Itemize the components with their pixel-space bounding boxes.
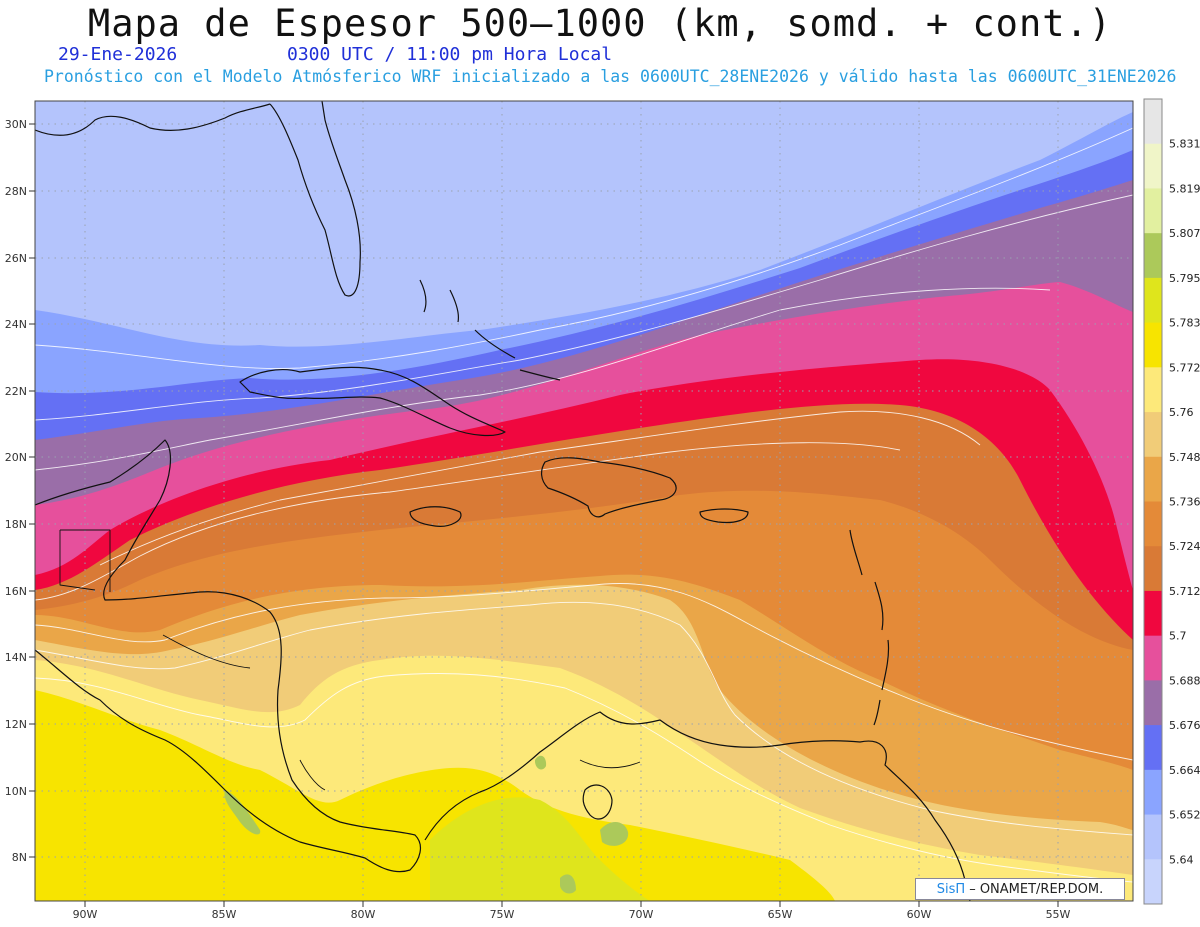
- coast-hispaniola: [541, 457, 677, 518]
- colorbar-level-label: 5.831: [1169, 138, 1200, 151]
- lat-label: 26N: [5, 252, 27, 265]
- colorbar-level-label: 5.807: [1169, 227, 1200, 240]
- lat-label: 18N: [5, 518, 27, 531]
- colorbar-level-label: 5.819: [1169, 182, 1200, 195]
- colorbar: 5.831 5.819 5.807 5.795 5.783 5.772 5.76 5.748 5…: [1143, 98, 1200, 905]
- colorbar-level-label: 5.736: [1169, 496, 1200, 509]
- credit-box: SisΠ – ONAMET/REP.DOM.: [915, 878, 1125, 900]
- colorbar-swatch: [1144, 680, 1162, 726]
- colorbar-swatch: [1144, 99, 1162, 145]
- coast-yucatan-central-america: [35, 439, 422, 873]
- coast-puerto-rico: [699, 508, 749, 524]
- map-area: [35, 101, 1133, 901]
- colorbar-swatch: [1144, 590, 1162, 637]
- colorbar-swatch: [1144, 143, 1162, 189]
- coast-south-america: [424, 711, 971, 901]
- colorbar-level-label: 5.676: [1169, 719, 1200, 732]
- colorbar-level-label: 5.772: [1169, 361, 1200, 374]
- graticule: [35, 101, 1133, 901]
- lat-label: 22N: [5, 385, 27, 398]
- colorbar-level-label: 5.783: [1169, 317, 1200, 330]
- coast-bahamas: [419, 279, 561, 381]
- colorbar-swatch: [1144, 456, 1162, 502]
- lon-labels: 90W 85W 80W 75W 70W 65W 60W 55W: [73, 908, 1071, 921]
- colorbar-level-label: 5.724: [1169, 540, 1200, 553]
- border-lines: [59, 529, 641, 791]
- colorbar-level-label: 5.795: [1169, 272, 1200, 285]
- coast-lesser-antilles: [849, 529, 890, 726]
- colorbar-frame: [1143, 98, 1163, 905]
- colorbar-swatch: [1144, 635, 1162, 681]
- brand-logo: SisΠ: [936, 881, 966, 897]
- coast-cuba: [239, 366, 506, 437]
- credit-text: – ONAMET/REP.DOM.: [969, 881, 1104, 897]
- band-5783: [430, 797, 650, 901]
- colorbar-swatch: [1144, 233, 1162, 279]
- date-label: 29-Ene-2026: [58, 44, 178, 65]
- coast-florida: [269, 101, 361, 297]
- lon-label: 75W: [490, 908, 515, 921]
- lat-label: 12N: [5, 718, 27, 731]
- colorbar-swatch: [1144, 322, 1162, 368]
- lat-labels: 30N 28N 26N 24N 22N 20N 18N 16N 14N 12N …: [5, 118, 27, 864]
- lon-label: 85W: [212, 908, 237, 921]
- coast-jamaica: [409, 506, 462, 527]
- colorbar-level-label: 5.64: [1169, 853, 1194, 866]
- colorbar-level-label: 5.652: [1169, 809, 1200, 822]
- colorbar-level-label: 5.76: [1169, 406, 1194, 419]
- colorbar-level-label: 5.688: [1169, 674, 1200, 687]
- colorbar-swatch: [1144, 412, 1162, 458]
- lat-label: 28N: [5, 185, 27, 198]
- lat-label: 14N: [5, 651, 27, 664]
- axis-ticks: [29, 123, 1059, 907]
- lon-label: 60W: [907, 908, 932, 921]
- contour-lines: [35, 127, 1133, 883]
- colorbar-level-label: 5.712: [1169, 585, 1200, 598]
- colorbar-swatch: [1144, 725, 1162, 771]
- coast-lake-maracaibo: [582, 784, 613, 820]
- colorbar-swatch: [1144, 501, 1162, 547]
- colorbar-swatch: [1144, 546, 1162, 592]
- coast-gulf-north: [35, 103, 271, 136]
- lat-label: 8N: [12, 851, 27, 864]
- colorbar-swatch: [1144, 769, 1162, 816]
- lat-label: 24N: [5, 318, 27, 331]
- colorbar-swatch: [1144, 814, 1162, 860]
- lat-label: 20N: [5, 451, 27, 464]
- coastlines: [35, 101, 971, 901]
- lon-label: 65W: [768, 908, 793, 921]
- lat-label: 30N: [5, 118, 27, 131]
- lat-label: 10N: [5, 785, 27, 798]
- lon-label: 80W: [351, 908, 376, 921]
- time-label: 0300 UTC / 11:00 pm Hora Local: [287, 44, 613, 65]
- colorbar-level-label: 5.7: [1169, 630, 1187, 643]
- band-5772: [35, 690, 835, 901]
- forecast-label: Pronóstico con el Modelo Atmósferico WRF…: [44, 67, 1177, 86]
- colorbar-swatch: [1144, 859, 1162, 905]
- lon-label: 55W: [1046, 908, 1071, 921]
- lat-label: 16N: [5, 585, 27, 598]
- colorbar-level-label: 5.664: [1169, 764, 1200, 777]
- colorbar-swatch: [1144, 188, 1162, 234]
- colorbar-swatch: [1144, 277, 1162, 324]
- colorbar-swatch: [1144, 367, 1162, 413]
- lon-label: 70W: [629, 908, 654, 921]
- lon-label: 90W: [73, 908, 98, 921]
- map-frame: [34, 100, 1134, 902]
- colorbar-level-label: 5.748: [1169, 451, 1200, 464]
- map-title: Mapa de Espesor 500–1000 (km, somd. + co…: [87, 2, 1113, 45]
